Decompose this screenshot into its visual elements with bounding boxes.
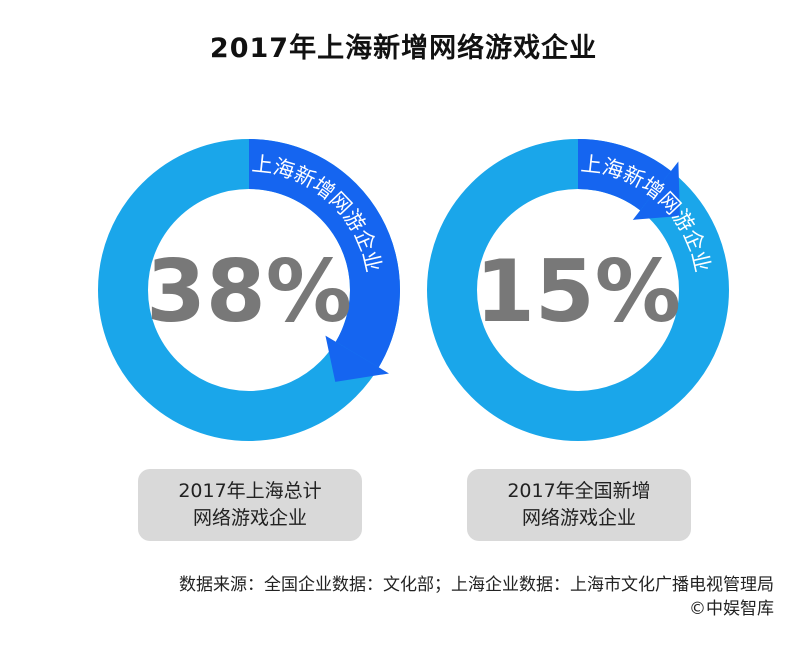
caption-line-1: 2017年上海总计 [178,480,322,502]
donut-arrow-head-1 [632,161,680,220]
donut-center-value-0: 38% [146,242,352,342]
donut-center-value-1: 15% [475,242,681,342]
copyright-line: ©中娱智库 [689,599,774,619]
caption-line-1: 2017年全国新增 [507,480,651,502]
source-line: 数据来源：全国企业数据：文化部；上海企业数据：上海市文化广播电视管理局 [179,575,774,595]
caption-box-shanghai: 2017年上海总计 网络游戏企业 [138,469,362,541]
chart-title: 2017年上海新增网络游戏企业 [209,33,598,64]
caption-line-2: 网络游戏企业 [192,507,307,529]
donut-highlight-arc-0 [249,139,400,368]
caption-line-2: 网络游戏企业 [521,507,636,529]
donut-chart-national: 上海新增网游企业 15% [427,139,729,441]
donut-highlight-arc-1 [578,139,671,211]
caption-box-national: 2017年全国新增 网络游戏企业 [467,469,691,541]
donut-chart-shanghai: 上海新增网游企业 38% [98,139,400,441]
source-note: 数据来源：全国企业数据：文化部；上海企业数据：上海市文化广播电视管理局 ©中娱智… [179,573,774,621]
donut-arrow-head-0 [325,335,390,382]
